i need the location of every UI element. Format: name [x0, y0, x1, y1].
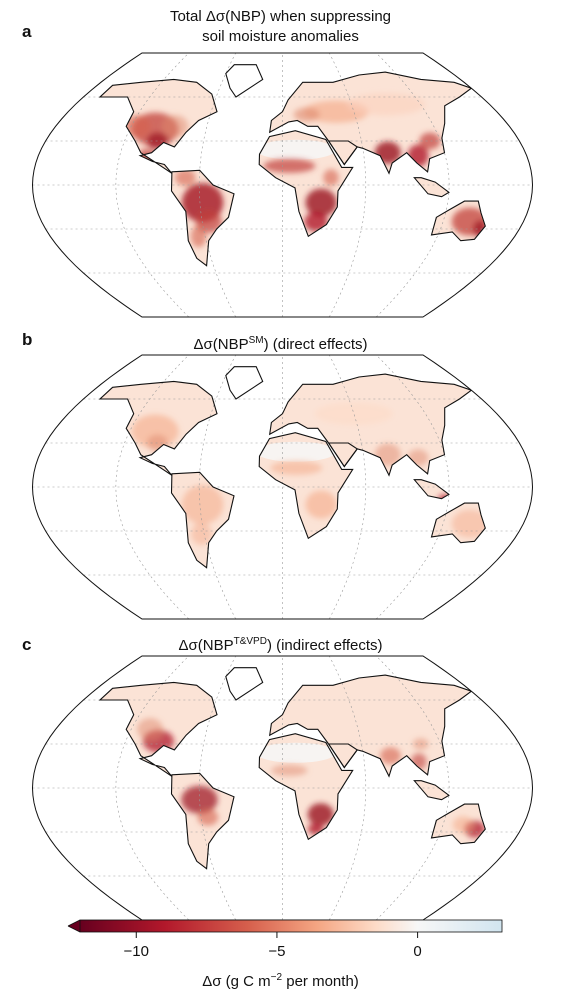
coastline-arabia: [327, 743, 358, 769]
anomaly-patch: [380, 747, 401, 765]
coastline-arabia: [327, 140, 358, 166]
title-superscript: SM: [248, 335, 264, 346]
longitude-gridline: [115, 355, 190, 619]
anomaly-patch: [452, 816, 474, 834]
anomaly-patch: [293, 107, 320, 122]
colorbar-extend-arrow: [68, 920, 80, 932]
anomaly-patch: [197, 808, 219, 826]
anomaly-patch: [270, 460, 323, 475]
anomaly-patch: [162, 115, 189, 138]
land-eurasia: [269, 675, 472, 777]
land-greenland: [225, 667, 263, 700]
land-indonesia: [414, 479, 449, 499]
globe-outline: [31, 52, 534, 318]
anomaly-patch: [124, 115, 151, 138]
anomaly-patch: [305, 188, 337, 217]
coastline-samerica: [170, 471, 235, 569]
coastline-africa: [258, 733, 354, 841]
sahara-region: [255, 742, 336, 763]
world-map-indirect: [31, 655, 534, 921]
panel-letter: a: [22, 22, 32, 41]
anomaly-patch: [314, 402, 393, 425]
land-greenland: [225, 64, 263, 97]
coastline-australia: [430, 803, 486, 845]
world-map-direct: [31, 354, 534, 620]
world-map-total: [31, 52, 534, 318]
anomaly-patch: [304, 211, 328, 232]
title-main: Δσ(NBP: [178, 637, 234, 654]
panel-title: Δσ(NBPT&VPD) (indirect effects): [0, 633, 561, 655]
title-rest: ) (direct effects): [263, 336, 368, 353]
title-main: Δσ(NBP: [193, 336, 249, 353]
anomaly-patch: [181, 485, 224, 525]
anomaly-patch: [137, 718, 164, 741]
land-indonesia: [414, 177, 449, 197]
anomaly-patch: [263, 158, 316, 173]
coastline-samerica: [170, 772, 235, 870]
panel-title-line1: Total Δσ(NBP) when suppressing: [169, 8, 392, 25]
title-superscript: T&VPD: [233, 636, 267, 647]
coastline-samerica: [170, 169, 235, 267]
panel-a: a Total Δσ(NBP) when suppressing soil mo…: [0, 0, 561, 320]
globe-outline: [31, 655, 534, 921]
coastline-arabia: [327, 442, 358, 468]
cbar-label-sup: −2: [270, 972, 283, 983]
anomaly-patch: [347, 93, 425, 116]
coastline-indonesia: [413, 780, 450, 801]
coastline-australia: [430, 502, 486, 544]
anomaly-patch: [307, 803, 334, 826]
coastline-namerica: [98, 78, 218, 174]
panel-b: b Δσ(NBPSM) (direct effects): [0, 320, 561, 625]
land-greenland: [225, 366, 263, 399]
cbar-label-rest: per month): [282, 973, 359, 990]
coastline-namerica: [98, 380, 218, 476]
longitude-gridline: [375, 53, 450, 317]
coastline-namerica: [98, 681, 218, 777]
panel-title: Δσ(NBPSM) (direct effects): [0, 332, 561, 354]
longitude-gridline: [375, 355, 450, 619]
colorbar: [67, 919, 503, 938]
panel-letter: b: [22, 330, 33, 349]
land-arabia: [328, 443, 358, 467]
panel-letter: c: [22, 635, 32, 654]
coastline-africa: [258, 432, 354, 540]
coastline-greenland: [225, 64, 264, 98]
anomaly-patch: [305, 490, 337, 519]
land-indonesia: [414, 780, 449, 800]
anomaly-patch: [419, 132, 441, 150]
coastline-indonesia: [413, 479, 450, 500]
colorbar-gradient: [79, 919, 503, 933]
colorbar-label: Δσ (g C m−2 per month): [0, 972, 561, 990]
coastline-indonesia: [413, 177, 450, 198]
colorbar-tick-label: 0: [413, 943, 422, 960]
coastline-africa: [258, 130, 354, 238]
anomaly-patch: [271, 764, 308, 776]
coastline-australia: [430, 200, 486, 242]
panel-c: c Δσ(NBPT&VPD) (indirect effects): [0, 625, 561, 921]
anomaly-patch: [190, 225, 207, 248]
anomaly-patch: [323, 169, 339, 187]
longitude-gridline: [375, 656, 450, 920]
anomaly-patch: [191, 522, 212, 546]
anomaly-patch: [175, 169, 196, 187]
sahara-region: [255, 441, 336, 462]
colorbar-tick-label: −5: [268, 943, 286, 960]
sahara-region: [255, 139, 336, 160]
land-arabia: [328, 744, 358, 768]
colorbar-tick-label: −10: [123, 943, 149, 960]
coastline-greenland: [225, 366, 264, 400]
globe-outline: [31, 354, 534, 620]
title-rest: ) (indirect effects): [266, 637, 383, 654]
coastline-greenland: [225, 667, 264, 701]
longitude-gridline: [115, 656, 190, 920]
longitude-gridline: [115, 53, 190, 317]
panel-title-line2: soil moisture anomalies: [202, 28, 359, 45]
cbar-label-main: Δσ (g C m: [202, 973, 271, 990]
land-arabia: [328, 141, 358, 165]
